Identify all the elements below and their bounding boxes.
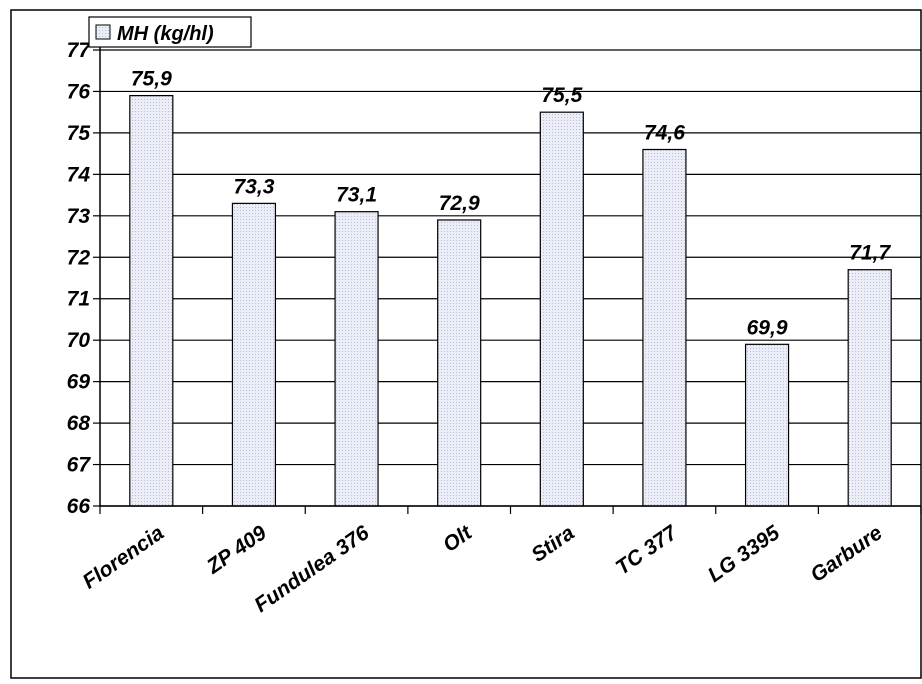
data-label: 69,9 [747, 316, 788, 339]
y-tick-label: 75 [67, 122, 91, 145]
data-label: 73,3 [234, 175, 275, 198]
y-tick-labels: 66 67 68 69 70 71 72 73 74 75 76 77 [67, 39, 92, 518]
bar [231, 202, 277, 507]
legend-swatch [95, 24, 111, 40]
data-label: 75,5 [541, 84, 582, 107]
bar [539, 111, 584, 507]
y-tick-label: 66 [67, 495, 91, 518]
data-label: 71,7 [849, 242, 891, 265]
y-tick-label: 67 [67, 454, 92, 477]
bar [744, 343, 790, 507]
y-tick-label: 68 [67, 412, 91, 435]
bars [129, 94, 892, 507]
data-label: 72,9 [439, 192, 480, 215]
y-tick-label: 70 [67, 329, 91, 352]
y-tick-label: 69 [67, 371, 91, 394]
bar [437, 219, 482, 507]
legend-box [88, 16, 252, 48]
data-label: 74,6 [644, 121, 685, 144]
y-tick-label: 74 [67, 163, 91, 186]
data-label: 75,9 [131, 68, 172, 91]
y-tick-label: 77 [67, 39, 92, 62]
bar [847, 269, 892, 507]
y-tick-label: 76 [67, 80, 91, 103]
y-tick-label: 72 [67, 246, 91, 269]
bar [129, 94, 174, 507]
bar [334, 211, 379, 507]
data-labels: 75,9 73,3 73,1 72,9 75,5 74,6 69,9 71,7 [131, 68, 892, 340]
axes [99, 46, 922, 514]
data-label: 73,1 [336, 184, 377, 207]
legend-label: MH (kg/hl) [117, 23, 214, 45]
bar [642, 148, 687, 507]
y-tick-label: 73 [67, 205, 91, 228]
y-tick-label: 71 [67, 288, 90, 311]
legend: MH (kg/hl) [88, 16, 252, 48]
